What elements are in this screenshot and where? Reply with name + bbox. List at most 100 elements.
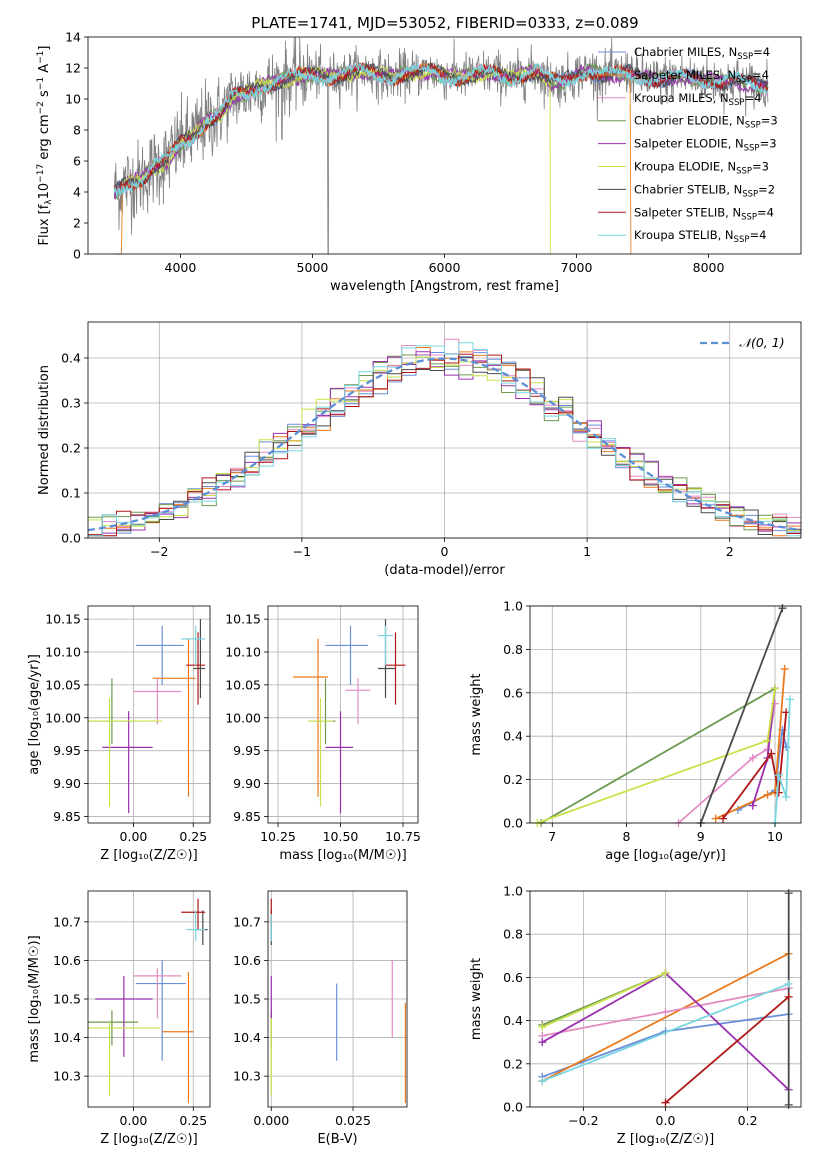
residuals-xlabel: (data-model)/error bbox=[384, 563, 505, 578]
weight_vs_age-weight-line bbox=[699, 607, 784, 824]
weight_vs_Z-xlabel: Z [log₁₀(Z/Z☉)] bbox=[617, 1132, 714, 1147]
legend-label-main: Salpeter MILES, N bbox=[634, 68, 736, 82]
residuals-xtick-label: −2 bbox=[150, 544, 168, 559]
weight_vs_Z-xtick-label: 0.0 bbox=[656, 1113, 676, 1128]
age_vs_mass-ytick-label: 9.85 bbox=[233, 809, 261, 824]
spectrum-ytick-label: 4 bbox=[73, 185, 81, 200]
mass_vs_Z-ytick-label: 10.3 bbox=[53, 1069, 81, 1084]
weight_vs_age-weight-marker bbox=[748, 753, 757, 762]
mass_vs_Z-ytick-label: 10.4 bbox=[53, 1030, 81, 1045]
residual-histogram bbox=[88, 353, 801, 537]
mass_vs_Z-xtick-label: 0.25 bbox=[179, 1113, 207, 1128]
residuals-xtick-label: 2 bbox=[726, 544, 734, 559]
age_vs_mass-xtick-label: 10.50 bbox=[323, 829, 359, 844]
age_vs_Z-ytick-label: 10.15 bbox=[45, 612, 81, 627]
weight_vs_Z-ytick-label: 0.6 bbox=[503, 970, 523, 985]
weight_vs_Z-weight-marker bbox=[538, 1077, 547, 1086]
weight_vs_age-ytick-label: 0.6 bbox=[503, 685, 523, 700]
age_vs_mass-xlabel: mass [log₁₀(M/M☉)] bbox=[279, 848, 406, 863]
weight_vs_age-weight-marker bbox=[785, 695, 794, 704]
weight_vs_age-ytick-label: 0.8 bbox=[503, 642, 523, 657]
weight_vs_Z-ytick-label: 0.8 bbox=[503, 927, 523, 942]
mass_vs_EBV-ytick-label: 10.3 bbox=[233, 1069, 261, 1084]
spectrum-ylabel-part: −1 bbox=[36, 77, 46, 90]
residuals-ytick-label: 0.2 bbox=[61, 441, 81, 456]
residuals-ytick-label: 0.3 bbox=[61, 396, 81, 411]
weight_vs_age-weight-marker bbox=[774, 771, 783, 780]
weight_vs_Z-weight-line bbox=[664, 996, 790, 1104]
legend-label-main: Chabrier MILES, N bbox=[634, 45, 737, 59]
weight_vs_age-weight-line bbox=[774, 699, 791, 824]
mass_vs_EBV-xtick-label: 0.000 bbox=[253, 1113, 289, 1128]
weight_vs_Z-weight-marker bbox=[661, 969, 670, 978]
weight_vs_age-weight-marker bbox=[778, 604, 787, 613]
age_vs_mass-xtick-label: 10.25 bbox=[260, 829, 296, 844]
residuals-xtick-label: −1 bbox=[293, 544, 311, 559]
age_vs_Z-ytick-label: 9.85 bbox=[53, 809, 81, 824]
weight_vs_Z-weight-marker bbox=[661, 1007, 670, 1016]
spectrum-model-line bbox=[113, 61, 769, 192]
age_vs_Z-ytick-label: 9.90 bbox=[53, 776, 81, 791]
residual-legend-label: 𝒩(0, 1) bbox=[739, 335, 785, 350]
legend-label-sub: SSP bbox=[734, 235, 750, 245]
legend-label-sub: SSP bbox=[742, 189, 758, 199]
legend-label-tail: =4 bbox=[757, 205, 774, 219]
spectrum-ylabel-part: −2 bbox=[36, 101, 46, 114]
weight_vs_Z-xtick-label: 0.2 bbox=[738, 1113, 758, 1128]
weight_vs_Z-ytick-label: 0.0 bbox=[503, 1100, 523, 1115]
mass_vs_Z-ytick-label: 10.7 bbox=[53, 914, 81, 929]
spectrum-ylabel-part: A bbox=[37, 64, 52, 77]
weight_vs_Z-weight-marker bbox=[538, 1023, 547, 1032]
legend-label-sub: SSP bbox=[741, 212, 757, 222]
weight_vs_Z-weight-marker bbox=[784, 979, 793, 988]
spectrum-ylabel-part: Flux [f bbox=[37, 204, 52, 245]
age_vs_mass-ytick-label: 10.00 bbox=[225, 710, 261, 725]
weight_vs_age-weight-line bbox=[677, 703, 776, 824]
spectrum-xlabel: wavelength [Angstrom, rest frame] bbox=[330, 279, 559, 294]
spectrum-ylabel-part: λ bbox=[44, 199, 54, 205]
residuals-xtick-label: 0 bbox=[441, 544, 449, 559]
weight_vs_age-ylabel: mass weight bbox=[469, 673, 484, 755]
weight_vs_age-weight-marker bbox=[719, 814, 728, 823]
weight_vs_age-xlabel: age [log₁₀(age/yr)] bbox=[605, 848, 726, 863]
spectrum-legend-label: Chabrier STELIB, NSSP=2 bbox=[634, 182, 775, 199]
spectrum-xtick-label: 4000 bbox=[165, 260, 197, 275]
age_vs_Z-ytick-label: 10.10 bbox=[45, 645, 81, 660]
weight_vs_age-weight-line bbox=[715, 668, 786, 820]
legend-label-main: Kroupa STELIB, N bbox=[634, 228, 734, 242]
spectrum-xtick-label: 6000 bbox=[429, 260, 461, 275]
weight_vs_Z-ylabel: mass weight bbox=[469, 958, 484, 1040]
spectrum-legend-label: Kroupa ELODIE, NSSP=3 bbox=[634, 160, 769, 177]
weight_vs_age-ytick-label: 0.4 bbox=[503, 729, 523, 744]
legend-label-tail: =2 bbox=[758, 182, 775, 196]
age_vs_mass-ytick-label: 10.10 bbox=[225, 645, 261, 660]
legend-label-sub: SSP bbox=[729, 98, 745, 108]
mass_vs_Z-xtick-label: 0.00 bbox=[120, 1113, 148, 1128]
weight_vs_Z-weight-marker bbox=[784, 1100, 793, 1109]
mass_vs_Z-xlabel: Z [log₁₀(Z/Z☉)] bbox=[100, 1132, 197, 1147]
legend-label-tail: =3 bbox=[752, 160, 769, 174]
weight_vs_Z-ytick-label: 0.2 bbox=[503, 1056, 523, 1071]
legend-label-tail: =3 bbox=[760, 137, 777, 151]
age_vs_Z-xtick-label: 0.00 bbox=[120, 829, 148, 844]
spectrum-model-line bbox=[121, 65, 551, 255]
spectrum-legend-label: Chabrier ELODIE, NSSP=3 bbox=[634, 114, 778, 131]
residuals-ylabel: Normed distribution bbox=[37, 365, 52, 495]
mass_vs_EBV-ytick-label: 10.5 bbox=[233, 992, 261, 1007]
spectrum-legend-label: Chabrier MILES, NSSP=4 bbox=[634, 45, 770, 62]
weight_vs_age-frame bbox=[529, 605, 802, 824]
residuals-ytick-label: 0.0 bbox=[61, 531, 81, 546]
spectrum-ylabel-part: −17 bbox=[36, 164, 46, 183]
age_vs_mass-frame bbox=[267, 605, 419, 824]
weight_vs_age-weight-marker bbox=[763, 790, 772, 799]
weight_vs_age-weight-line bbox=[540, 687, 776, 824]
age_vs_Z-ytick-label: 10.00 bbox=[45, 710, 81, 725]
weight_vs_age-xtick-label: 10 bbox=[767, 829, 783, 844]
legend-label-main: Chabrier STELIB, N bbox=[634, 182, 742, 196]
mass_vs_EBV-ytick-label: 10.6 bbox=[233, 953, 261, 968]
spectrum-ylabel-part: ] bbox=[37, 46, 52, 51]
weight_vs_age-xtick-label: 7 bbox=[548, 829, 556, 844]
residuals-xtick-label: 1 bbox=[583, 544, 591, 559]
age_vs_mass-xtick-label: 10.75 bbox=[385, 829, 421, 844]
mass_vs_EBV-ytick-label: 10.7 bbox=[233, 914, 261, 929]
